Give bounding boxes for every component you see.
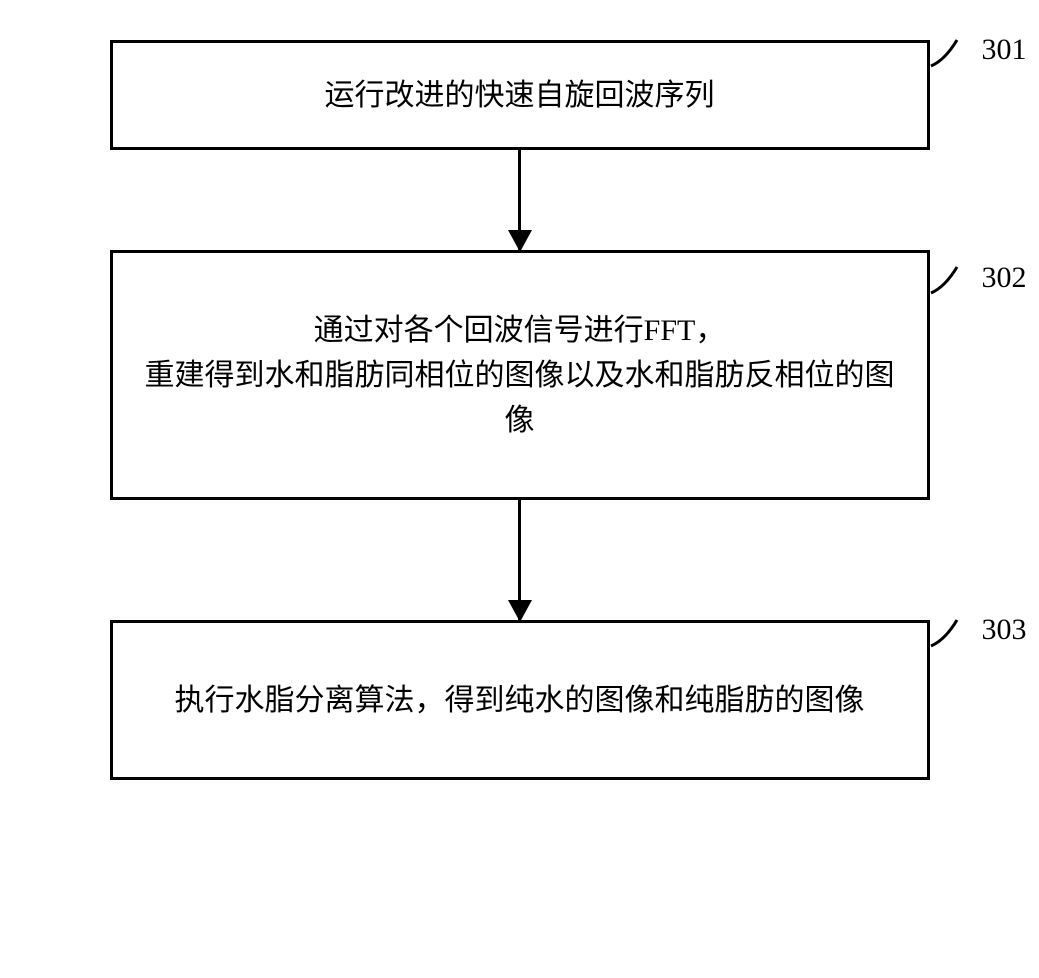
node-1-label: 301 [982, 33, 1027, 67]
flowchart-node-1: 运行改进的快速自旋回波序列 301 [110, 40, 930, 150]
node-3-text: 执行水脂分离算法，得到纯水的图像和纯脂肪的图像 [175, 678, 865, 723]
node-2-tick [929, 265, 959, 295]
arrow-2-container [70, 500, 970, 620]
node-3-tick [929, 618, 959, 648]
node-1-tick [929, 38, 959, 68]
node-1-text: 运行改进的快速自旋回波序列 [325, 73, 715, 118]
flowchart-container: 运行改进的快速自旋回波序列 301 通过对各个回波信号进行FFT，重建得到水和脂… [70, 40, 970, 780]
node-3-label: 303 [982, 613, 1027, 647]
node-2-text: 通过对各个回波信号进行FFT，重建得到水和脂肪同相位的图像以及水和脂肪反相位的图… [143, 308, 897, 443]
arrow-1-container [70, 150, 970, 250]
node-2-label: 302 [982, 261, 1027, 295]
flowchart-node-2: 通过对各个回波信号进行FFT，重建得到水和脂肪同相位的图像以及水和脂肪反相位的图… [110, 250, 930, 500]
flowchart-node-3: 执行水脂分离算法，得到纯水的图像和纯脂肪的图像 303 [110, 620, 930, 780]
arrow-2 [518, 500, 521, 620]
arrow-1 [518, 150, 521, 250]
